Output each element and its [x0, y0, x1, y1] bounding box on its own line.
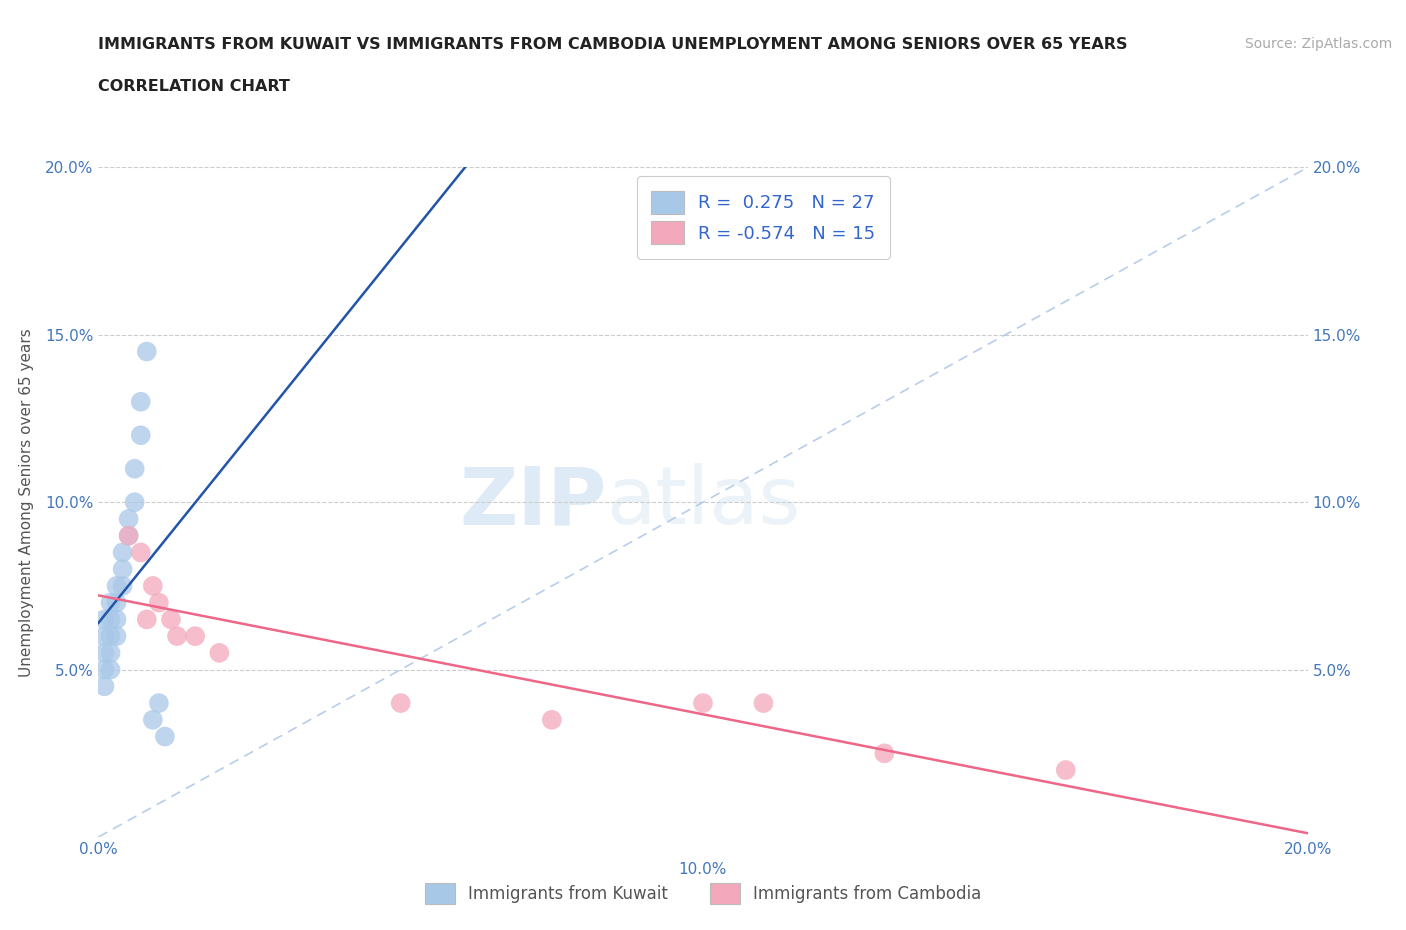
Point: [148, 595, 170, 610]
Text: IMMIGRANTS FROM KUWAIT VS IMMIGRANTS FROM CAMBODIA UNEMPLOYMENT AMONG SENIORS OV: IMMIGRANTS FROM KUWAIT VS IMMIGRANTS FRO…: [98, 37, 1128, 52]
Text: atlas: atlas: [606, 463, 800, 541]
Point: [148, 696, 170, 711]
Point: [124, 495, 146, 510]
Legend: R =  0.275   N = 27, R = -0.574   N = 15: R = 0.275 N = 27, R = -0.574 N = 15: [637, 177, 890, 259]
Point: [752, 696, 775, 711]
Point: [389, 696, 412, 711]
Text: ZIP: ZIP: [458, 463, 606, 541]
Point: [118, 528, 141, 543]
Point: [540, 712, 562, 727]
Point: [1054, 763, 1077, 777]
Point: [142, 712, 165, 727]
Point: [129, 545, 152, 560]
Point: [692, 696, 714, 711]
Y-axis label: Unemployment Among Seniors over 65 years: Unemployment Among Seniors over 65 years: [20, 328, 34, 677]
Point: [124, 461, 146, 476]
Point: [208, 645, 231, 660]
Legend: Immigrants from Kuwait, Immigrants from Cambodia: Immigrants from Kuwait, Immigrants from …: [416, 874, 990, 912]
Point: [129, 428, 152, 443]
Text: CORRELATION CHART: CORRELATION CHART: [98, 79, 290, 94]
Point: [160, 612, 183, 627]
Point: [100, 595, 122, 610]
Point: [100, 629, 122, 644]
Point: [118, 512, 141, 526]
Point: [873, 746, 896, 761]
Point: [93, 612, 115, 627]
Point: [105, 629, 128, 644]
Point: [93, 662, 115, 677]
Point: [93, 679, 115, 694]
Point: [135, 344, 157, 359]
Point: [118, 528, 141, 543]
Point: [105, 595, 128, 610]
Point: [100, 662, 122, 677]
Point: [111, 578, 134, 593]
Point: [184, 629, 207, 644]
Point: [111, 562, 134, 577]
Point: [105, 578, 128, 593]
Point: [105, 612, 128, 627]
Point: [93, 645, 115, 660]
Point: [135, 612, 157, 627]
Text: 10.0%: 10.0%: [679, 862, 727, 877]
Point: [129, 394, 152, 409]
Point: [142, 578, 165, 593]
Point: [166, 629, 188, 644]
Point: [100, 645, 122, 660]
Point: [100, 612, 122, 627]
Text: Source: ZipAtlas.com: Source: ZipAtlas.com: [1244, 37, 1392, 51]
Point: [93, 629, 115, 644]
Point: [153, 729, 176, 744]
Point: [111, 545, 134, 560]
